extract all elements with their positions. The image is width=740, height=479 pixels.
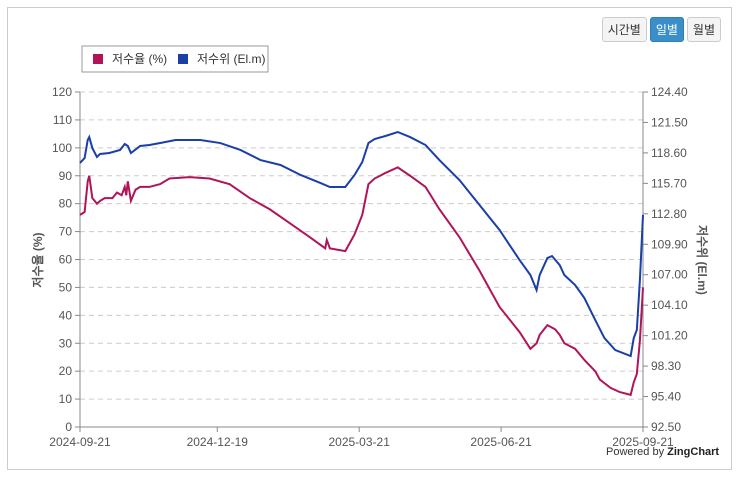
x-tick-label: 2025-09-21 <box>612 435 674 449</box>
y-tick-label-right: 98.30 <box>651 359 681 373</box>
y-tick-label-right: 115.70 <box>651 176 687 190</box>
y-tick-label-left: 20 <box>59 364 73 378</box>
series-line-rate <box>79 166 644 397</box>
y-tick-label-left: 10 <box>59 392 73 406</box>
y-tick-label-right: 112.80 <box>651 207 687 221</box>
period-buttons: 시간별 일별 월별 <box>601 17 721 42</box>
y-tick-label-right: 101.20 <box>651 329 688 343</box>
powered-by[interactable]: Powered by ZingChart <box>606 446 719 458</box>
y-tick-label-right: 92.50 <box>651 420 681 434</box>
y-tick-label-left: 80 <box>59 197 73 211</box>
legend-box <box>81 45 269 73</box>
daily-button[interactable]: 일별 <box>649 17 684 42</box>
legend-marker-rate <box>93 54 103 64</box>
legend-label-rate: 저수율 (%) <box>112 52 167 66</box>
legend-label-level: 저수위 (El.m) <box>197 52 265 66</box>
chart-frame: 시간별 일별 월별 <box>7 7 732 470</box>
series-line-level <box>79 130 644 358</box>
y-tick-label-left: 40 <box>59 308 73 322</box>
hourly-button[interactable]: 시간별 <box>601 17 647 42</box>
y-tick-label-left: 30 <box>59 336 73 350</box>
y-tick-label-right: 95.40 <box>651 390 681 404</box>
powered-prefix: Powered by <box>606 446 665 458</box>
y-tick-label-right: 104.10 <box>651 298 688 312</box>
x-tick-label: 2025-03-21 <box>328 435 390 449</box>
powered-brand: ZingChart <box>667 446 720 458</box>
y-axis-title-right: 저수위 (El.m) <box>695 225 710 295</box>
legend-marker-level <box>178 54 188 64</box>
x-tick-label: 2024-09-21 <box>49 435 111 449</box>
y-tick-label-right: 109.90 <box>651 237 688 251</box>
x-tick-label: 2024-12-19 <box>187 435 249 449</box>
x-tick-label: 2025-06-21 <box>470 435 532 449</box>
y-tick-label-right: 118.60 <box>651 146 687 160</box>
y-tick-label-left: 90 <box>59 169 73 183</box>
y-tick-label-left: 0 <box>65 420 72 434</box>
y-tick-label-right: 121.50 <box>651 115 688 129</box>
y-tick-label-left: 70 <box>59 225 73 239</box>
y-tick-label-left: 120 <box>52 85 72 99</box>
y-tick-label-right: 124.40 <box>651 85 688 99</box>
y-tick-label-left: 110 <box>53 113 72 127</box>
y-tick-label-right: 107.00 <box>651 268 688 282</box>
y-tick-label-left: 50 <box>59 280 73 294</box>
y-tick-label-left: 100 <box>52 141 72 155</box>
monthly-button[interactable]: 월별 <box>686 17 721 42</box>
y-tick-label-left: 60 <box>59 253 73 267</box>
y-axis-title-left: 저수율 (%) <box>30 232 45 287</box>
